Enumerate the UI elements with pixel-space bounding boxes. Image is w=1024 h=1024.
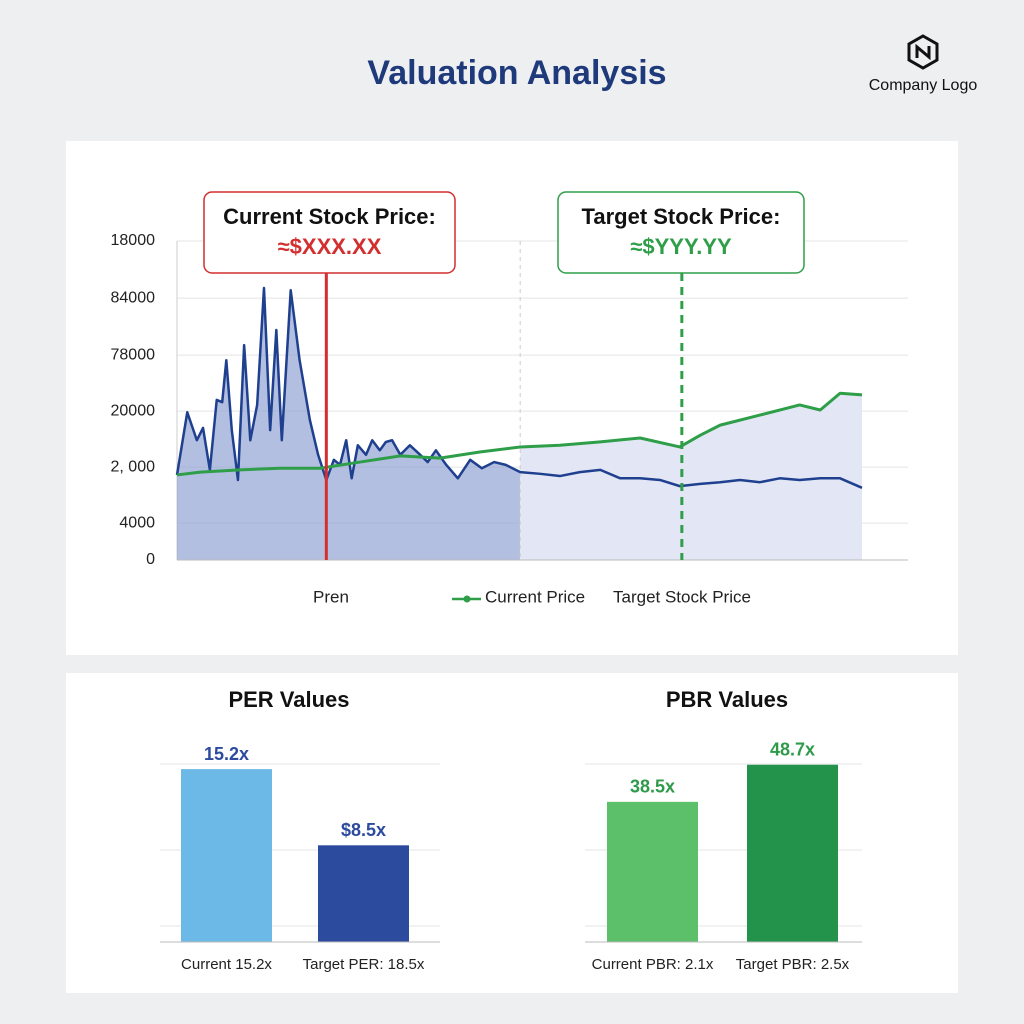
y-tick-label: 2, 000 bbox=[111, 458, 156, 475]
legend-label: Target Stock Price bbox=[613, 587, 751, 606]
x-tick-label: Target PER: 18.5x bbox=[303, 956, 425, 973]
bar bbox=[607, 801, 698, 942]
area-left bbox=[177, 288, 521, 560]
logo-icon bbox=[907, 34, 939, 70]
y-tick-label: 0 bbox=[146, 551, 155, 568]
legend-marker bbox=[463, 595, 471, 603]
top-panel bbox=[66, 141, 958, 655]
x-tick-label: Current PBR: 2.1x bbox=[592, 956, 714, 973]
page-title: Valuation Analysis bbox=[367, 54, 666, 92]
series-line bbox=[175, 286, 863, 489]
annotation-title: Target Stock Price: bbox=[582, 204, 781, 229]
annotation-value: ≈$YYY.YY bbox=[630, 234, 732, 259]
annotation-title: Current Stock Price: bbox=[223, 204, 436, 229]
value-label: 15.2x bbox=[204, 744, 249, 764]
value-label: 38.5x bbox=[630, 777, 675, 797]
series-line bbox=[176, 391, 863, 477]
value-label: 48.7x bbox=[770, 739, 815, 759]
annotation-box bbox=[557, 191, 805, 274]
legend-label: Pren bbox=[313, 587, 349, 606]
annotation-value: ≈$XXX.XX bbox=[278, 234, 382, 259]
value-label: $8.5x bbox=[341, 820, 386, 840]
y-tick-label: 20000 bbox=[111, 402, 156, 419]
x-tick-label: Current 15.2x bbox=[181, 956, 272, 973]
legend-label: Current Price bbox=[485, 587, 585, 606]
annotation-box bbox=[203, 191, 456, 274]
y-tick-label: 18000 bbox=[111, 232, 156, 249]
logo-text: Company Logo bbox=[869, 77, 978, 94]
bar-chart-title: PBR Values bbox=[666, 687, 788, 712]
bar bbox=[318, 845, 409, 942]
y-tick-label: 78000 bbox=[111, 346, 156, 363]
x-tick-label: Target PBR: 2.5x bbox=[736, 956, 850, 973]
bar bbox=[181, 769, 272, 942]
bar-chart-title: PER Values bbox=[228, 687, 349, 712]
area-right bbox=[520, 393, 862, 560]
bar bbox=[747, 764, 838, 942]
y-tick-label: 84000 bbox=[111, 289, 156, 306]
y-tick-label: 4000 bbox=[119, 514, 155, 531]
